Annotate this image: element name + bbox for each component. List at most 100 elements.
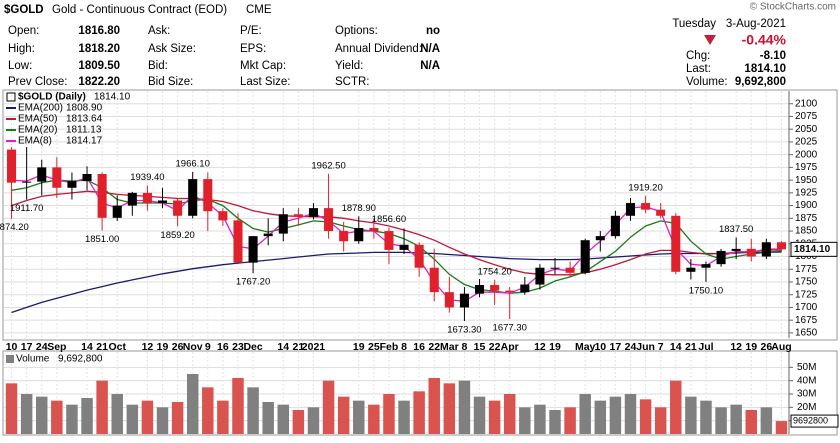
x-tick-label: 14 xyxy=(277,341,289,353)
ema-line xyxy=(11,179,782,294)
volume-bar xyxy=(81,398,93,434)
legend-name: EMA(50) xyxy=(18,114,57,125)
volume-bar xyxy=(353,400,365,434)
x-tick-label: 8 xyxy=(401,341,407,353)
candle-body xyxy=(384,231,394,250)
candle-body xyxy=(263,233,273,237)
volume-bar xyxy=(51,400,63,434)
candle-body xyxy=(444,292,454,308)
candle-body xyxy=(475,285,485,294)
candle-body xyxy=(414,244,424,268)
volume-bar xyxy=(715,407,727,434)
candle-body xyxy=(746,248,756,257)
volume-bar xyxy=(594,400,607,434)
volume-bar xyxy=(428,378,440,434)
volume-legend-name: Volume xyxy=(16,354,50,365)
quote-value: no xyxy=(426,25,440,37)
x-tick-label: 14 xyxy=(670,341,682,353)
volume-bar xyxy=(36,396,48,434)
x-tick-label: May xyxy=(575,341,596,353)
x-tick-label: 23 xyxy=(232,341,244,353)
x-tick-label: Aug xyxy=(771,341,791,353)
volume-bar xyxy=(519,407,531,434)
x-tick-label: 17 xyxy=(610,341,622,353)
x-tick-label: 12 xyxy=(534,341,546,353)
y-tick-label: 2075 xyxy=(795,111,818,122)
x-tick-label: Sep xyxy=(47,341,66,353)
candle-body xyxy=(97,174,107,218)
quote-day: Tuesday xyxy=(672,18,716,30)
quote-value: 1818.20 xyxy=(78,43,120,55)
volume-bar xyxy=(670,380,682,434)
legend-price-value: 1814.10 xyxy=(94,92,131,103)
volume-bar xyxy=(775,421,788,434)
x-tick-label: 24 xyxy=(625,341,637,353)
y-tick-label: 1750 xyxy=(795,277,818,288)
volume-legend-value: 9,692,800 xyxy=(58,354,103,365)
y-tick-label: 2025 xyxy=(795,137,818,148)
candle-body xyxy=(610,215,620,237)
y-tick-label: 1650 xyxy=(795,328,818,339)
y-tick-label: 1950 xyxy=(795,175,818,186)
candle-body xyxy=(7,149,17,183)
volume-bar xyxy=(277,404,290,434)
x-tick-label: Apr xyxy=(501,341,519,353)
candle-body xyxy=(535,267,545,285)
x-tick-label: 15 xyxy=(474,341,486,353)
x-tick-label: 16 xyxy=(217,341,229,353)
volume-bar xyxy=(760,407,773,434)
x-tick-label: Nov xyxy=(183,341,203,353)
quote-value: N/A xyxy=(420,43,440,55)
volume-bar xyxy=(186,374,199,434)
instrument-name: Gold - Continuous Contract (EOD) xyxy=(52,4,227,16)
legend-value: 1813.64 xyxy=(66,114,103,125)
volume-bar xyxy=(368,404,380,434)
candle-body xyxy=(293,214,303,217)
legend-value: 1811.13 xyxy=(66,125,102,136)
candle-body xyxy=(671,215,681,272)
quote-date: 3-Aug-2021 xyxy=(726,18,786,30)
price-annotation: 1962.50 xyxy=(311,160,345,171)
quote-label: Bid Size: xyxy=(148,76,193,88)
volume-bar xyxy=(171,402,184,434)
volume-bar xyxy=(202,387,214,434)
y-tick-label: 1775 xyxy=(795,264,818,275)
candle-body xyxy=(67,181,77,188)
y-tick-label: 1850 xyxy=(795,226,818,237)
volume-bar xyxy=(624,394,637,434)
volume-bar xyxy=(609,396,622,434)
candle-body xyxy=(173,200,183,216)
candle-body xyxy=(37,167,47,182)
x-tick-label: 14 xyxy=(81,341,93,353)
volume-panel xyxy=(2,350,838,436)
price-annotation: 1939.40 xyxy=(130,172,164,183)
stat-label: Last: xyxy=(686,63,711,75)
volume-bar xyxy=(262,402,274,434)
x-tick-label: 8 xyxy=(462,341,468,353)
y-tick-label: 2000 xyxy=(795,149,818,160)
y-tick-label: 1975 xyxy=(795,162,818,173)
candle-body xyxy=(520,284,530,293)
price-annotation: 1966.10 xyxy=(176,158,210,169)
stat-value: 1814.10 xyxy=(744,63,786,75)
quote-label: Low: xyxy=(8,60,32,72)
x-tick-label: 19 xyxy=(549,341,561,353)
legend-value: 1814.17 xyxy=(66,136,103,147)
volume-tick-label: 40M xyxy=(797,375,816,386)
candle-body xyxy=(339,231,349,242)
legend-price-name: $GOLD (Daily) xyxy=(18,92,86,103)
candle-body xyxy=(656,209,666,216)
x-tick-label: 10 xyxy=(6,341,18,353)
last-price-box xyxy=(790,241,838,257)
price-annotation: 1919.20 xyxy=(628,182,662,193)
price-annotation: 1859.20 xyxy=(160,230,194,241)
price-annotation: 1673.30 xyxy=(447,325,481,336)
quote-label: Bid: xyxy=(148,60,168,72)
volume-bar xyxy=(458,380,471,434)
stat-label: Chg: xyxy=(686,50,710,62)
quote-label: Prev Close: xyxy=(8,76,67,88)
volume-bar xyxy=(111,394,123,434)
quote-label: High: xyxy=(8,43,35,55)
x-tick-label: 22 xyxy=(428,341,440,353)
price-annotation: 1677.30 xyxy=(493,323,527,334)
